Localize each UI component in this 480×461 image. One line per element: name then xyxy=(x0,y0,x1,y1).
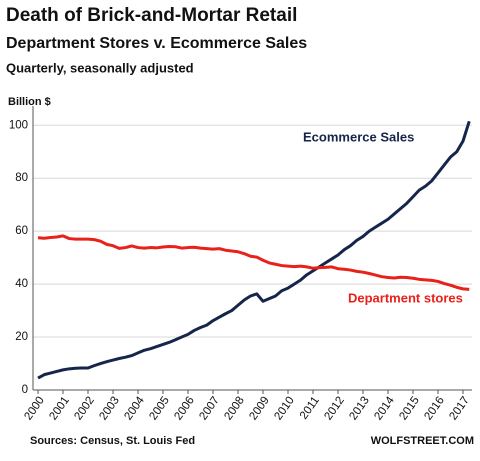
x-tick-label: 2007 xyxy=(197,395,222,423)
x-tick-label: 2002 xyxy=(72,395,97,423)
x-tick-label: 2011 xyxy=(298,395,322,422)
y-tick-label: 0 xyxy=(22,384,28,396)
chart-note: Quarterly, seasonally adjusted xyxy=(6,60,194,75)
y-tick-label: 60 xyxy=(15,225,28,237)
source: Sources: Census, St. Louis Fed xyxy=(30,435,195,447)
x-tick-label: 2000 xyxy=(22,395,47,423)
x-tick-label: 2003 xyxy=(97,395,122,423)
x-tick-label: 2001 xyxy=(47,395,72,423)
x-tick-label: 2016 xyxy=(422,395,447,423)
x-tick-label: 2010 xyxy=(272,395,297,423)
x-tick-label: 2005 xyxy=(147,395,172,423)
x-tick-label: 2012 xyxy=(322,395,347,423)
x-tick-label: 2017 xyxy=(447,395,472,423)
y-tick-label: 20 xyxy=(15,331,28,343)
credit: WOLFSTREET.COM xyxy=(371,435,474,447)
series-label: Department stores xyxy=(348,290,463,305)
x-tick-label: 2014 xyxy=(372,394,397,422)
y-axis-label: Billion $ xyxy=(8,96,51,108)
x-tick-label: 2004 xyxy=(122,394,147,422)
y-tick-label: 80 xyxy=(15,172,28,184)
chart-title: Death of Brick-and-Mortar Retail xyxy=(6,5,297,26)
y-tick-label: 100 xyxy=(9,119,28,131)
x-tick-label: 2006 xyxy=(172,395,197,423)
y-tick-label: 40 xyxy=(15,278,28,290)
series-line xyxy=(37,120,471,380)
series-label: Ecommerce Sales xyxy=(303,129,414,144)
x-tick-label: 2008 xyxy=(222,395,247,423)
chart-subtitle: Department Stores v. Ecommerce Sales xyxy=(6,35,307,52)
x-tick-label: 2015 xyxy=(397,395,422,423)
x-tick-label: 2013 xyxy=(347,395,372,423)
series-line xyxy=(37,234,470,291)
x-tick-label: 2009 xyxy=(247,395,272,423)
